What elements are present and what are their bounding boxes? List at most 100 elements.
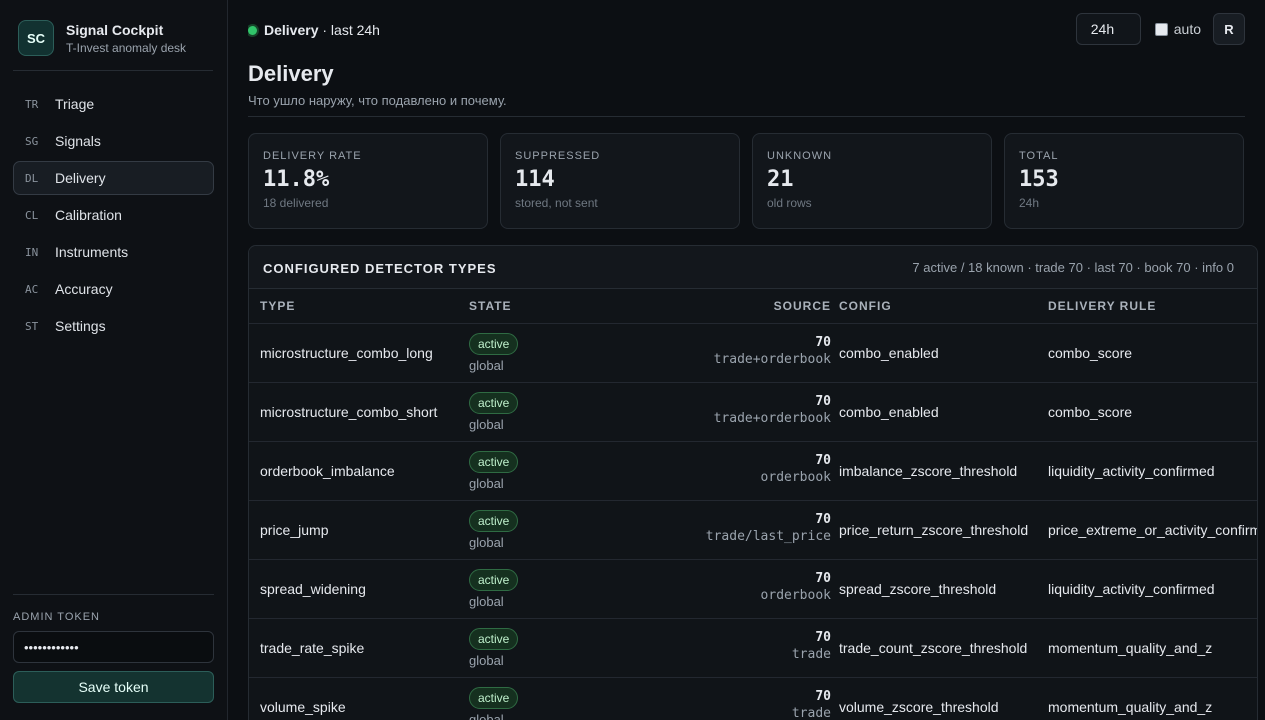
main: Delivery · last 24h 24h auto R Delivery … xyxy=(248,0,1265,720)
state-badge: active xyxy=(469,687,519,709)
source-count: 70 xyxy=(815,630,831,645)
nav-label: Calibration xyxy=(55,207,122,223)
token-input[interactable]: •••••••••••• xyxy=(13,631,214,663)
range-select[interactable]: 24h xyxy=(1075,13,1141,45)
table-header: TYPE STATE SOURCE CONFIG DELIVERY RULE xyxy=(249,289,1257,324)
nav-item[interactable]: SG Signals xyxy=(13,124,214,158)
page-subtitle: Что ушло наружу, что подавлено и почему. xyxy=(248,93,507,108)
state-cell: active global xyxy=(469,333,519,373)
state-cell: active global xyxy=(469,569,519,609)
scope: global xyxy=(469,712,504,720)
source-count: 70 xyxy=(815,689,831,704)
admin-section: ADMIN TOKEN •••••••••••• Save token xyxy=(13,594,214,703)
nav-item[interactable]: IN Instruments xyxy=(13,235,214,269)
sidebar: SC Signal Cockpit T-Invest anomaly desk … xyxy=(0,0,228,720)
status-dot xyxy=(248,26,257,35)
table-row: trade_rate_spike active global 70 trade trade… xyxy=(249,619,1257,678)
source-cell: 70 trade xyxy=(792,689,831,720)
nav-code: AC xyxy=(25,282,39,296)
nav-code: CL xyxy=(25,208,39,222)
source-name: orderbook xyxy=(760,470,831,485)
delivery-rule: momentum_quality_and_z xyxy=(1048,640,1213,656)
nav-item[interactable]: CL Calibration xyxy=(13,198,214,232)
table-row: price_jump active global 70 trade/last_price… xyxy=(249,501,1257,560)
status: Delivery · last 24h xyxy=(248,22,380,38)
stat-label: TOTAL xyxy=(1019,150,1059,162)
source-count: 70 xyxy=(815,335,831,350)
state-cell: active global xyxy=(469,628,519,668)
panel-summary: 7 active / 18 known · trade 70 · last 70… xyxy=(912,260,1234,275)
nav-code: TR xyxy=(25,97,39,111)
save-button[interactable]: Save token xyxy=(13,671,214,703)
source-cell: 70 trade+orderbook xyxy=(714,394,831,426)
source-name: trade+orderbook xyxy=(713,352,831,367)
auto-label[interactable]: auto xyxy=(1173,21,1201,37)
source-cell: 70 trade xyxy=(792,630,831,662)
stat-value: 153 xyxy=(1019,167,1059,192)
source-cell: 70 trade+orderbook xyxy=(714,335,831,367)
table-row: microstructure_combo_short active global 70… xyxy=(249,383,1257,442)
panel-header: CONFIGURED DETECTOR TYPES 7 active / 18 … xyxy=(249,246,1257,289)
state-cell: active global xyxy=(469,687,519,720)
detector-type: microstructure_combo_short xyxy=(260,404,438,420)
delivery-rule: momentum_quality_and_z xyxy=(1048,699,1213,715)
stat-card: DELIVERY RATE 11.8% 18 delivered xyxy=(248,133,488,229)
source-count: 70 xyxy=(815,512,831,527)
detector-type: price_jump xyxy=(260,522,329,538)
table-row: orderbook_imbalance active global 70 orderbo… xyxy=(249,442,1257,501)
source-cell: 70 trade/last_price xyxy=(706,512,831,544)
nav-item[interactable]: ST Settings xyxy=(13,309,214,343)
scope: global xyxy=(469,594,504,609)
cards: DELIVERY RATE 11.8% 18 delivered SUPPRESSED… xyxy=(248,133,1244,229)
source-name: trade+orderbook xyxy=(713,411,831,426)
nav-item[interactable]: DL Delivery xyxy=(13,161,214,195)
source-name: trade xyxy=(791,647,831,662)
nav-label: Settings xyxy=(55,318,106,334)
state-badge: active xyxy=(469,510,519,532)
nav-item[interactable]: TR Triage xyxy=(13,87,214,121)
state-badge: active xyxy=(469,628,519,650)
config: trade_count_zscore_threshold xyxy=(839,640,1028,656)
nav-code: ST xyxy=(25,319,39,333)
table-row: microstructure_combo_long active global 70 t… xyxy=(249,324,1257,383)
source-count: 70 xyxy=(815,571,831,586)
detector-panel: CONFIGURED DETECTOR TYPES 7 active / 18 … xyxy=(248,245,1258,720)
state-badge: active xyxy=(469,392,519,414)
delivery-rule: combo_score xyxy=(1048,345,1133,361)
stat-card: SUPPRESSED 114 stored, not sent xyxy=(500,133,740,229)
scope: global xyxy=(469,476,504,491)
stat-note: old rows xyxy=(767,196,812,210)
delivery-rule: price_extreme_or_activity_confirmed xyxy=(1048,522,1258,538)
nav-item[interactable]: AC Accuracy xyxy=(13,272,214,306)
refresh-button[interactable]: R xyxy=(1213,13,1245,45)
source-count: 70 xyxy=(815,394,831,409)
nav-label: Instruments xyxy=(55,244,129,260)
config: combo_enabled xyxy=(839,345,939,361)
stat-value: 114 xyxy=(515,167,555,192)
stat-card: TOTAL 153 24h xyxy=(1004,133,1244,229)
scope: global xyxy=(469,358,504,373)
column-header: STATE xyxy=(469,299,512,313)
divider xyxy=(248,116,1245,117)
stat-note: 24h xyxy=(1019,196,1040,210)
source-name: orderbook xyxy=(760,588,831,603)
state-cell: active global xyxy=(469,451,519,491)
stat-label: DELIVERY RATE xyxy=(263,150,362,162)
table: TYPE STATE SOURCE CONFIG DELIVERY RULE micros… xyxy=(249,289,1257,720)
detector-type: spread_widening xyxy=(260,581,366,597)
brand: SC Signal Cockpit T-Invest anomaly desk xyxy=(13,12,213,71)
config: price_return_zscore_threshold xyxy=(839,522,1029,538)
logo: SC xyxy=(18,20,54,56)
scope: global xyxy=(469,653,504,668)
state-badge: active xyxy=(469,451,519,473)
source-cell: 70 orderbook xyxy=(761,453,831,485)
column-header: DELIVERY RULE xyxy=(1048,299,1157,313)
stat-card: UNKNOWN 21 old rows xyxy=(752,133,992,229)
auto-checkbox[interactable] xyxy=(1154,22,1168,36)
table-row: spread_widening active global 70 orderbook sp… xyxy=(249,560,1257,619)
scope: global xyxy=(469,417,504,432)
nav-label: Delivery xyxy=(55,170,106,186)
state-cell: active global xyxy=(469,392,519,432)
